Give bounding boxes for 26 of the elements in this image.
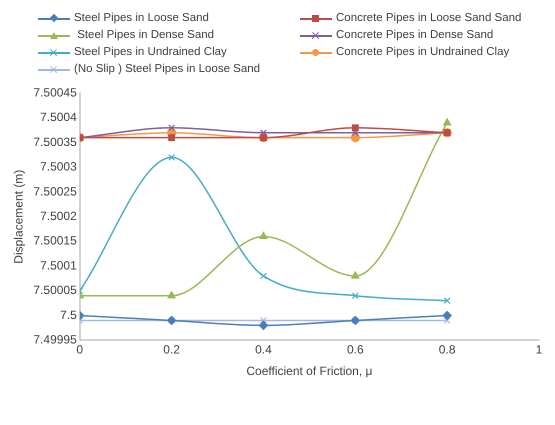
y-tick-label: 7.5 <box>60 308 78 322</box>
legend-label: Concrete Pipes in Dense Sand <box>336 29 494 41</box>
x-tick-label: 0.6 <box>346 342 364 357</box>
y-tick-label: 7.5004 <box>40 110 78 124</box>
y-tick-label: 7.50015 <box>33 234 78 248</box>
x-tick-label: 0.8 <box>438 342 456 357</box>
legend-label: Steel Pipes in Undrained Clay <box>74 46 227 58</box>
legend-label: Steel Pipes in Dense Sand <box>76 29 214 41</box>
y-tick-label: 7.50025 <box>33 184 78 198</box>
y-tick-label: 7.5003 <box>40 160 78 174</box>
legend-label: Concrete Pipes in Undrained Clay <box>336 46 510 58</box>
y-tick-label: 7.5001 <box>40 258 78 272</box>
y-tick-label: 7.50035 <box>33 134 78 149</box>
x-tick-label: 0.4 <box>255 342 272 357</box>
legend-label: Concrete Pipes in Loose Sand Sand <box>336 12 522 24</box>
x-tick-label: 1 <box>536 342 543 357</box>
y-tick-label: 7.50005 <box>33 283 78 298</box>
y-axis-title: Displacement (m) <box>12 170 26 264</box>
legend-label: Steel Pipes in Loose Sand <box>74 12 209 24</box>
x-tick-label: 0 <box>76 342 84 357</box>
x-axis-title: Coefficient of Friction, μ <box>246 364 373 378</box>
y-tick-label: 7.50045 <box>33 86 78 100</box>
y-tick-label: 7.5002 <box>40 209 78 224</box>
x-tick-label: 0.2 <box>163 342 180 357</box>
y-tick-label: 7.49995 <box>33 332 78 347</box>
legend-label: (No Slip ) Steel Pipes in Loose Sand <box>74 63 260 75</box>
